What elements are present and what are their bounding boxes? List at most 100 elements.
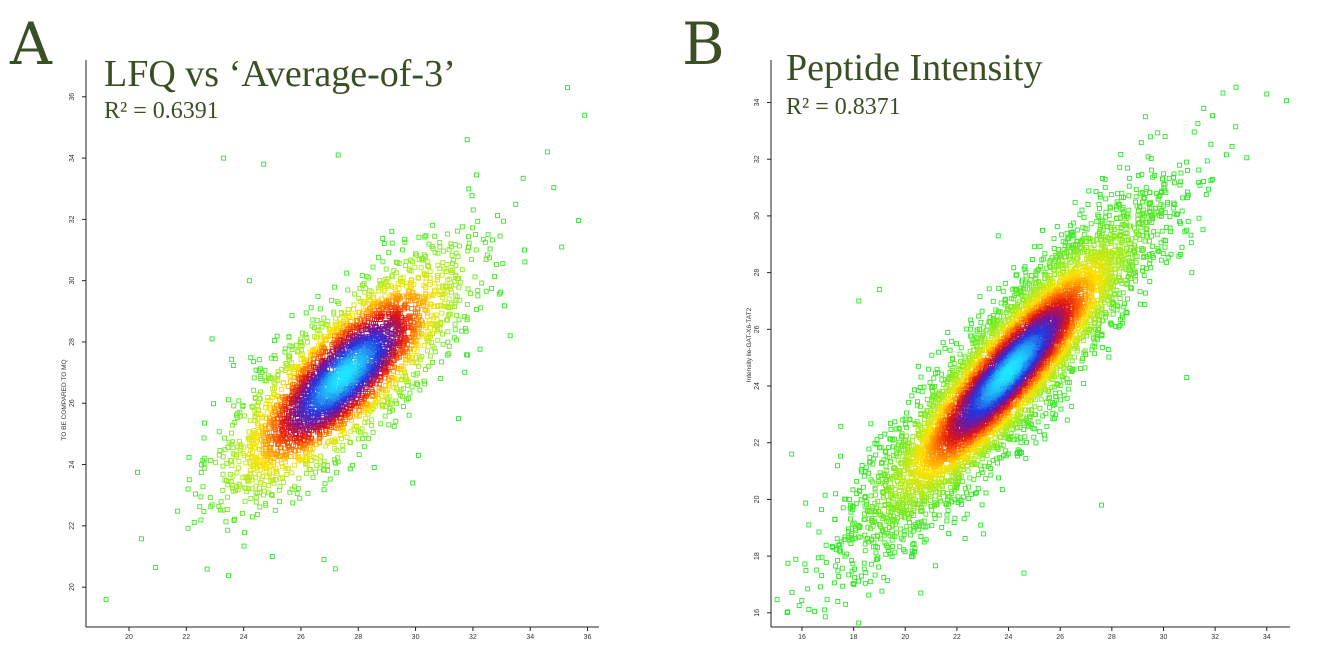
plot-a-point <box>251 375 257 381</box>
plot-a-point <box>396 286 402 291</box>
plot-a-point <box>432 233 438 239</box>
plot-a-point <box>230 445 236 451</box>
plot-b-point <box>1180 195 1186 201</box>
plot-a-title: LFQ vs ‘Average-of-3’ <box>104 53 456 95</box>
plot-a-point <box>319 324 325 330</box>
plot-b-point <box>1042 251 1048 257</box>
plot-b-point <box>1102 184 1108 190</box>
plot-b-point <box>1133 199 1138 205</box>
plot-b-point <box>998 300 1004 306</box>
plot-a-point <box>253 499 259 505</box>
plot-b-point <box>1143 290 1148 296</box>
plot-b-point <box>1030 257 1035 262</box>
plot-a-point <box>299 347 304 353</box>
plot-a-point <box>253 495 259 501</box>
plot-a-x-tick-label: 28 <box>354 634 362 641</box>
plot-b-point <box>1047 394 1052 400</box>
plot-a-point <box>198 494 204 500</box>
plot-a-point <box>232 516 237 522</box>
plot-a-point <box>217 447 223 453</box>
plot-b-point <box>986 286 992 292</box>
plot-b-point <box>866 592 872 598</box>
plot-a-point <box>425 363 431 369</box>
plot-a-point <box>420 303 426 309</box>
plot-a-point <box>359 273 365 278</box>
plot-b-point <box>1244 155 1250 161</box>
plot-a-point <box>370 292 376 298</box>
plot-a-point <box>462 369 468 375</box>
plot-b-point <box>806 607 812 612</box>
plot-a-point <box>428 301 434 307</box>
plot-b-point <box>1103 196 1109 202</box>
plot-b-point <box>909 393 915 399</box>
plot-a-point <box>202 455 208 461</box>
plot-a-point <box>412 264 418 270</box>
plot-a-point <box>397 392 403 398</box>
plot-a-point <box>256 357 262 363</box>
plot-a-point <box>416 354 422 360</box>
plot-a-point <box>443 317 449 323</box>
plot-a-point <box>349 417 354 423</box>
plot-b-point <box>1177 162 1182 168</box>
plot-a-outlier-point <box>582 112 588 118</box>
plot-a-point <box>271 386 277 391</box>
plot-a-point <box>257 504 263 510</box>
plot-a-point <box>404 379 410 385</box>
plot-a-point <box>440 295 446 301</box>
plot-a-point <box>284 472 290 477</box>
plot-b-point <box>964 511 970 517</box>
plot-b-point <box>1149 243 1155 249</box>
plot-a-point <box>218 498 224 504</box>
plot-a-point <box>228 430 234 436</box>
plot-a-point <box>439 310 445 316</box>
plot-a-point <box>299 351 305 357</box>
plot-a-outlier-point <box>246 278 252 284</box>
plot-a-point <box>444 352 450 358</box>
plot-b-point <box>882 431 888 437</box>
plot-b-point <box>918 534 924 540</box>
plot-a-point <box>308 305 314 311</box>
plot-a-point <box>273 468 279 474</box>
plot-a-point <box>375 254 381 260</box>
plot-b-point <box>931 375 937 381</box>
plot-a-point <box>253 489 259 495</box>
plot-a-point <box>287 354 293 360</box>
plot-a-point <box>198 470 204 476</box>
plot-a-point <box>216 504 222 509</box>
plot-a-point <box>466 186 472 192</box>
plot-a-point <box>191 520 197 525</box>
plot-a-point <box>331 333 337 339</box>
plot-a-point <box>224 507 230 513</box>
plot-b-point <box>1126 193 1132 199</box>
plot-b-point <box>1209 176 1215 182</box>
plot-a-point <box>323 337 328 343</box>
plot-a-point <box>325 440 330 446</box>
plot-a-point <box>289 470 295 476</box>
plot-a-point <box>445 339 451 345</box>
plot-a-point <box>249 486 255 492</box>
plot-b-point <box>1184 159 1190 165</box>
plot-a-point <box>475 218 481 224</box>
plot-a-point <box>382 413 388 419</box>
plot-a-point <box>437 240 443 246</box>
plot-b-point <box>958 345 964 351</box>
plot-a-point <box>416 234 422 240</box>
plot-a-point <box>444 262 450 267</box>
plot-b-point <box>903 433 909 439</box>
plot-a-point <box>211 401 216 407</box>
plot-a-point <box>445 231 451 237</box>
plot-b-point <box>1142 301 1148 307</box>
plot-a-point <box>469 193 475 199</box>
plot-b-point <box>856 578 862 584</box>
plot-a-point <box>279 386 285 392</box>
plot-b-point <box>1093 189 1099 195</box>
plot-a-x-tick-label: 36 <box>584 634 592 641</box>
plot-b-point <box>1096 202 1102 207</box>
plot-a-point <box>288 374 294 380</box>
plot-a-point <box>475 293 481 299</box>
plot-b-point <box>833 563 839 569</box>
plot-b-point <box>1117 296 1123 302</box>
plot-b-point <box>936 495 942 501</box>
plot-b-point <box>1171 200 1177 206</box>
plot-b-point <box>901 529 907 535</box>
